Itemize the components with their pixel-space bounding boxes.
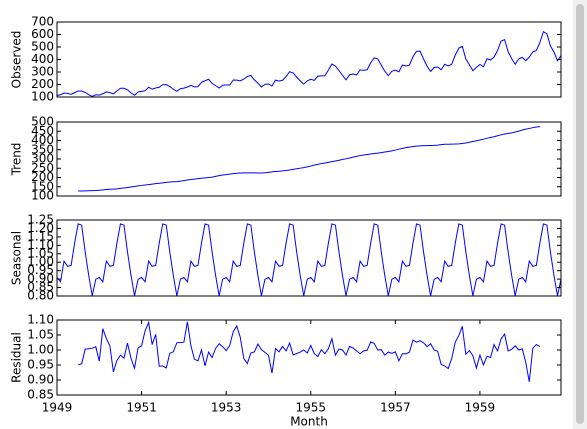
y-axis-label: Residual bbox=[10, 332, 24, 383]
data-line bbox=[56, 31, 562, 98]
y-tick-label: 150 bbox=[31, 179, 54, 193]
y-tick-label: 300 bbox=[31, 65, 54, 79]
y-tick-label: 450 bbox=[31, 124, 54, 138]
y-tick-label: 100 bbox=[31, 189, 54, 203]
x-axis-label: Month bbox=[290, 415, 328, 429]
y-tick-label: 1.20 bbox=[27, 221, 54, 235]
scrollbar-thumb[interactable] bbox=[576, 4, 584, 424]
y-tick-label: 1.10 bbox=[27, 238, 54, 252]
y-tick-label: 500 bbox=[31, 115, 54, 129]
y-axis-label: Trend bbox=[10, 143, 24, 177]
x-tick-label: 1949 bbox=[42, 401, 73, 415]
y-tick-label: 400 bbox=[31, 52, 54, 66]
y-tick-label: 350 bbox=[31, 142, 54, 156]
y-axis-label: Seasonal bbox=[10, 231, 24, 285]
axes-frame bbox=[56, 319, 562, 396]
x-tick-label: 1957 bbox=[380, 401, 411, 415]
data-line bbox=[56, 223, 562, 296]
data-line bbox=[78, 126, 540, 192]
x-tick-label: 1951 bbox=[126, 401, 157, 415]
y-tick-label: 0.90 bbox=[27, 373, 54, 387]
y-tick-label: 1.00 bbox=[27, 343, 54, 357]
y-tick-label: 0.90 bbox=[27, 272, 54, 286]
x-tick-label: 1959 bbox=[465, 401, 496, 415]
y-tick-label: 400 bbox=[31, 133, 54, 147]
y-tick-label: 0.95 bbox=[27, 358, 54, 372]
y-tick-label: 1.15 bbox=[27, 229, 54, 243]
y-tick-label: 500 bbox=[31, 40, 54, 54]
y-tick-label: 250 bbox=[31, 161, 54, 175]
y-tick-label: 300 bbox=[31, 152, 54, 166]
y-tick-label: 200 bbox=[31, 170, 54, 184]
y-tick-label: 100 bbox=[31, 90, 54, 104]
y-tick-label: 1.05 bbox=[27, 246, 54, 260]
y-tick-label: 1.10 bbox=[27, 313, 54, 327]
x-tick-label: 1953 bbox=[211, 401, 242, 415]
y-tick-label: 0.85 bbox=[27, 388, 54, 402]
y-tick-label: 0.95 bbox=[27, 263, 54, 277]
x-tick-label: 1955 bbox=[295, 401, 326, 415]
y-tick-label: 1.05 bbox=[27, 328, 54, 342]
y-tick-label: 600 bbox=[31, 27, 54, 41]
y-tick-label: 1.25 bbox=[27, 213, 54, 227]
y-tick-label: 1.00 bbox=[27, 255, 54, 269]
y-tick-label: 0.80 bbox=[27, 289, 54, 303]
y-tick-label: 200 bbox=[31, 77, 54, 91]
y-tick-label: 700 bbox=[31, 15, 54, 29]
y-axis-label: Observed bbox=[10, 31, 24, 89]
axes-frame bbox=[56, 219, 562, 297]
y-tick-label: 0.85 bbox=[27, 280, 54, 294]
data-line bbox=[78, 320, 541, 382]
